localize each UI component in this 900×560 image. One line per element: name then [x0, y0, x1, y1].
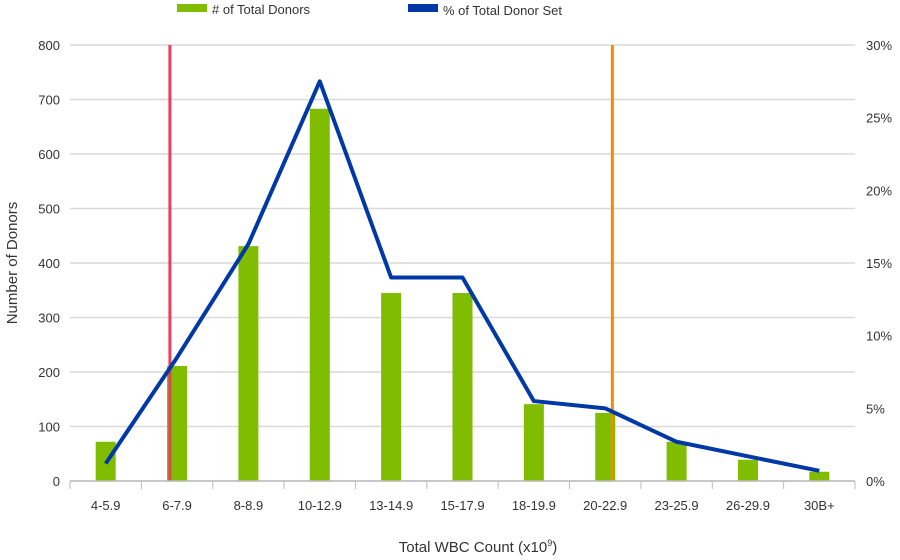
x-tick-label: 15-17.9 [440, 498, 484, 513]
y-tick-label: 400 [38, 256, 60, 271]
x-tick-label: 26-29.9 [726, 498, 770, 513]
y2-tick-label: 0% [866, 474, 885, 489]
bar [238, 246, 259, 481]
y-tick-label: 0 [53, 474, 60, 489]
y-tick-label: 300 [38, 311, 60, 326]
y2-tick-label: 30% [866, 38, 892, 53]
y-tick-label: 800 [38, 38, 60, 53]
y-tick-label: 200 [38, 365, 60, 380]
x-tick-label: 6-7.9 [162, 498, 192, 513]
x-tick-label: 8-8.9 [234, 498, 264, 513]
y-tick-label: 700 [38, 93, 60, 108]
bar [309, 108, 330, 481]
legend-label-bars: # of Total Donors [212, 2, 311, 17]
legend-swatch-line [408, 4, 438, 12]
y2-tick-label: 20% [866, 183, 892, 198]
y-tick-label: 100 [38, 420, 60, 435]
bar-series [95, 108, 830, 481]
axes: 0 100 200 300 400 500 600 700 800 0% 5% 10% 15% 20% 25… [38, 38, 892, 513]
y2-tick-label: 25% [866, 111, 892, 126]
x-tick-label: 20-22.9 [583, 498, 627, 513]
x-axis-title-close: ) [552, 539, 557, 556]
reference-lines [168, 45, 614, 481]
x-axis-title-main: Total WBC Count (x10 [399, 539, 547, 556]
y-axis-title: Number of Donors [4, 202, 21, 325]
bar [666, 441, 687, 481]
bar [381, 292, 402, 481]
x-tick-label: 18-19.9 [512, 498, 556, 513]
x-axis-title-sup: 9 [547, 538, 552, 548]
y-tick-label: 600 [38, 147, 60, 162]
y-tick-label: 500 [38, 202, 60, 217]
legend-label-line: % of Total Donor Set [443, 3, 562, 18]
bar [523, 404, 544, 481]
x-tick-label: 30B+ [804, 498, 835, 513]
x-axis-title: Total WBC Count (x109) [399, 538, 557, 556]
x-tick-label: 4-5.9 [91, 498, 121, 513]
bar [737, 459, 758, 481]
legend: # of Total Donors % of Total Donor Set [177, 2, 562, 18]
legend-swatch-bars [177, 4, 207, 12]
bar [167, 366, 188, 481]
bar [595, 412, 616, 481]
y2-tick-label: 10% [866, 329, 892, 344]
y2-tick-label: 5% [866, 401, 885, 416]
x-tick-label: 10-12.9 [298, 498, 342, 513]
x-tick-label: 13-14.9 [369, 498, 413, 513]
y2-tick-label: 15% [866, 256, 892, 271]
line-series [104, 79, 820, 473]
x-tick-label: 23-25.9 [655, 498, 699, 513]
bar [452, 292, 473, 481]
bar [809, 471, 830, 481]
